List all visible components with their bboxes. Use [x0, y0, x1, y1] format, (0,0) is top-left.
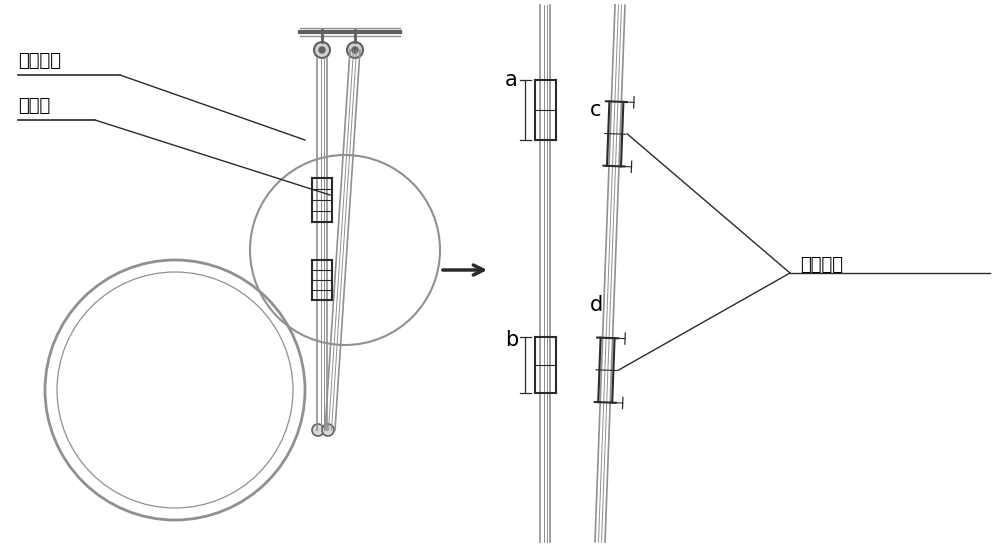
Text: b: b: [505, 330, 518, 350]
Circle shape: [322, 424, 334, 436]
Circle shape: [347, 42, 363, 58]
Circle shape: [319, 47, 325, 53]
Circle shape: [314, 42, 330, 58]
Circle shape: [312, 424, 324, 436]
Text: 斜拉杆: 斜拉杆: [18, 97, 50, 115]
Text: 垂直拉杆: 垂直拉杆: [18, 52, 61, 70]
Text: a: a: [505, 70, 518, 90]
Text: d: d: [590, 295, 603, 315]
Circle shape: [352, 47, 358, 53]
Text: 调节螺杆: 调节螺杆: [800, 256, 843, 274]
Text: c: c: [590, 100, 602, 120]
